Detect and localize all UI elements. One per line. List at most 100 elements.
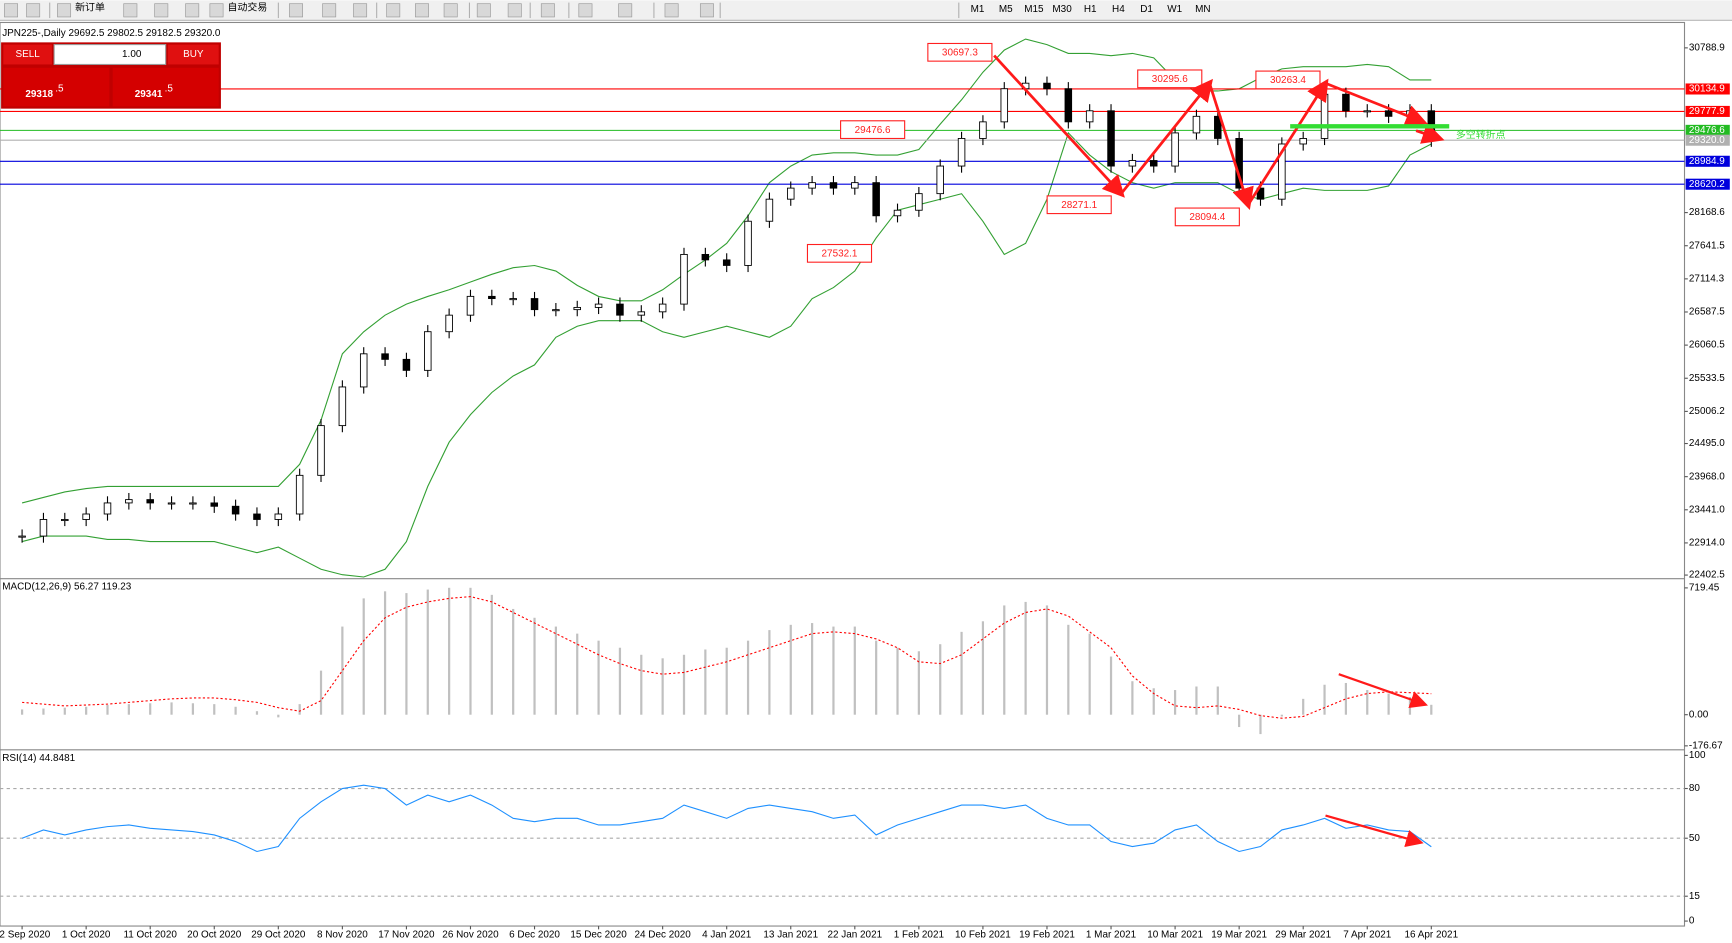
macd-bar	[1152, 688, 1155, 715]
macd-bar	[1216, 686, 1219, 715]
candle	[295, 474, 304, 515]
timeframe-button[interactable]: M15	[1024, 4, 1044, 15]
y-tick-label: 15	[1689, 891, 1701, 902]
lot-value[interactable]: 1.00	[122, 49, 142, 60]
x-tick-label: 16 Apr 2021	[1405, 930, 1459, 941]
toolbar-icon	[476, 3, 491, 18]
timeframe-button[interactable]: M5	[999, 4, 1013, 15]
peak-label: 30295.6	[1152, 74, 1188, 85]
y-tick-label: 22402.5	[1689, 570, 1725, 581]
macd-bar	[1366, 690, 1369, 715]
x-tick-label: 6 Dec 2020	[509, 930, 560, 941]
timeframe-button[interactable]: H4	[1112, 4, 1125, 15]
price-tag	[1685, 124, 1730, 136]
y-tick-label: 26060.5	[1689, 340, 1725, 351]
x-tick-label: 17 Nov 2020	[378, 930, 435, 941]
macd-bar	[746, 640, 750, 715]
price-tag	[1685, 178, 1730, 190]
x-tick-label: 15 Dec 2020	[570, 930, 627, 941]
candle	[658, 303, 667, 313]
sell-price-frac[interactable]: .5	[55, 83, 64, 94]
y-tick-label: 30788.9	[1689, 42, 1725, 53]
candle	[1085, 110, 1094, 123]
toolbar-icon	[386, 3, 401, 18]
candle	[637, 311, 646, 316]
macd-bar	[618, 647, 622, 715]
sell-price-box[interactable]	[3, 67, 110, 107]
buy-price-frac[interactable]: .5	[165, 83, 174, 94]
toolbar	[0, 0, 1732, 21]
candle	[189, 502, 197, 505]
candle	[680, 253, 688, 305]
timeframe-button[interactable]: H1	[1084, 4, 1097, 15]
timeframe-button[interactable]: MN	[1195, 4, 1210, 15]
candle	[829, 182, 838, 189]
panel-title: MACD(12,26,9) 56.27 119.23	[2, 582, 132, 593]
timeframe-button[interactable]: W1	[1167, 4, 1182, 15]
trend-arrows	[993, 54, 1445, 847]
sell-button[interactable]	[3, 44, 52, 65]
auto-trading[interactable]: 自动交易	[228, 1, 268, 14]
toolbar-icon	[57, 3, 72, 18]
macd-bar	[597, 640, 600, 715]
macd-bar	[1280, 714, 1283, 717]
toolbar-icon	[414, 3, 429, 18]
buy-price-box[interactable]	[112, 67, 219, 107]
trade-panel: SELL 1.00 BUY 29318 .5 29341 .5	[1, 42, 221, 109]
macd-bar	[85, 706, 88, 715]
macd-bar	[1195, 686, 1198, 715]
buy-price[interactable]: 29341	[135, 89, 163, 100]
candle	[957, 138, 966, 167]
candle	[765, 198, 774, 222]
candle	[722, 259, 731, 266]
sell-price[interactable]: 29318	[25, 89, 53, 100]
timeframe-button[interactable]: M30	[1052, 4, 1072, 15]
peak-label: 30697.3	[942, 47, 978, 58]
y-tick-label: 24495.0	[1689, 438, 1725, 449]
y-tick-label: 719.45	[1689, 583, 1720, 594]
arrow	[1208, 82, 1254, 211]
new-order[interactable]: 新订单	[75, 1, 105, 14]
candle	[146, 499, 154, 504]
x-tick-label: 10 Mar 2021	[1147, 930, 1203, 941]
macd-bar	[426, 589, 429, 715]
candle	[1000, 88, 1009, 123]
arrow	[1324, 81, 1428, 127]
sell-label[interactable]: SELL	[15, 49, 40, 60]
candle	[851, 182, 859, 189]
candle	[210, 502, 219, 507]
macd-bar	[1238, 714, 1241, 728]
macd-bar	[383, 591, 387, 715]
macd-bar	[170, 702, 173, 715]
candle	[744, 220, 752, 266]
macd-bar	[1387, 693, 1390, 715]
timeframe-button[interactable]: M1	[971, 4, 985, 15]
macd-bar	[1131, 681, 1134, 715]
x-tick-label: 11 Oct 2020	[123, 930, 177, 941]
macd-bar	[490, 594, 493, 715]
y-tick-label: 25006.2	[1689, 406, 1725, 417]
x-tick-label: 20 Oct 2020	[187, 930, 242, 941]
candle	[1299, 138, 1307, 145]
arrow	[1120, 78, 1213, 195]
macd-bar	[768, 630, 771, 715]
y-tick-label: 25533.5	[1689, 373, 1725, 384]
price-tag	[1685, 83, 1730, 95]
macd-bar	[298, 704, 301, 715]
macd-bar	[448, 587, 451, 715]
y-tick-label: 28168.6	[1689, 207, 1725, 218]
rsi-panel: RSI(14) 44.8481 100 80 50 15 0	[0, 750, 1706, 927]
buy-button[interactable]	[167, 44, 219, 65]
macd-bar	[1259, 714, 1262, 735]
chart-frame	[0, 21, 1686, 927]
buy-label[interactable]: BUY	[183, 49, 204, 60]
timeframe-button[interactable]: D1	[1140, 4, 1153, 15]
x-tick-label: 7 Apr 2021	[1343, 930, 1392, 941]
macd-bar	[939, 644, 942, 715]
peak-label: 28094.4	[1189, 212, 1225, 223]
candle	[1107, 110, 1115, 167]
x-tick-label: 10 Feb 2021	[955, 930, 1011, 941]
x-tick-label: 19 Mar 2021	[1211, 930, 1267, 941]
lot-field[interactable]	[53, 44, 167, 66]
